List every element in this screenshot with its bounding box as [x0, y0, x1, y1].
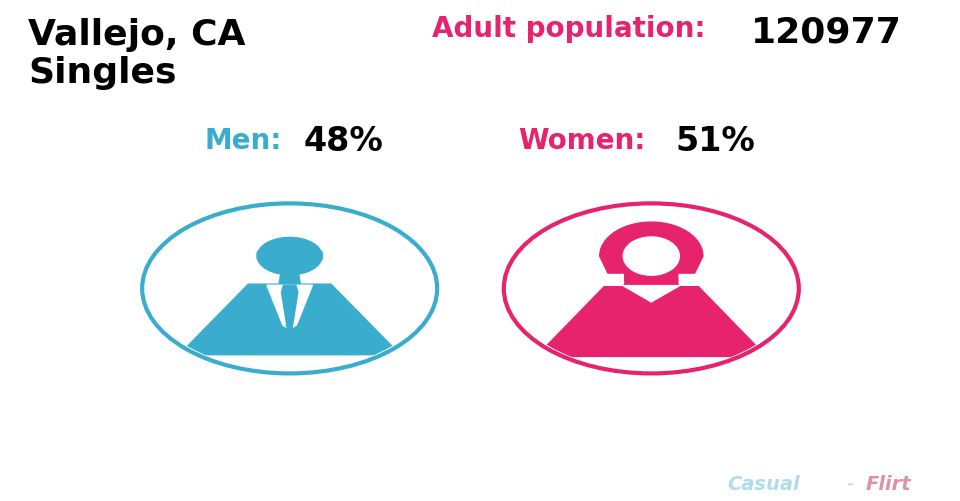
FancyBboxPatch shape: [257, 253, 265, 260]
Polygon shape: [267, 286, 312, 330]
FancyBboxPatch shape: [314, 253, 323, 260]
Text: Women:: Women:: [518, 127, 645, 155]
Polygon shape: [600, 222, 703, 282]
Text: Flirt: Flirt: [865, 473, 911, 492]
Polygon shape: [624, 279, 679, 287]
Text: -: -: [847, 473, 853, 492]
Polygon shape: [279, 274, 300, 285]
Text: 48%: 48%: [304, 125, 384, 157]
Polygon shape: [537, 287, 766, 357]
Polygon shape: [623, 286, 680, 303]
Polygon shape: [281, 286, 298, 344]
Text: Adult population:: Adult population:: [432, 15, 706, 43]
Polygon shape: [179, 285, 400, 355]
Circle shape: [257, 238, 323, 275]
Ellipse shape: [623, 237, 680, 276]
Text: 120977: 120977: [752, 15, 902, 49]
Text: Vallejo, CA
Singles: Vallejo, CA Singles: [28, 18, 246, 90]
Text: Casual: Casual: [728, 473, 800, 492]
Text: Men:: Men:: [204, 127, 281, 155]
Text: 51%: 51%: [675, 125, 755, 157]
